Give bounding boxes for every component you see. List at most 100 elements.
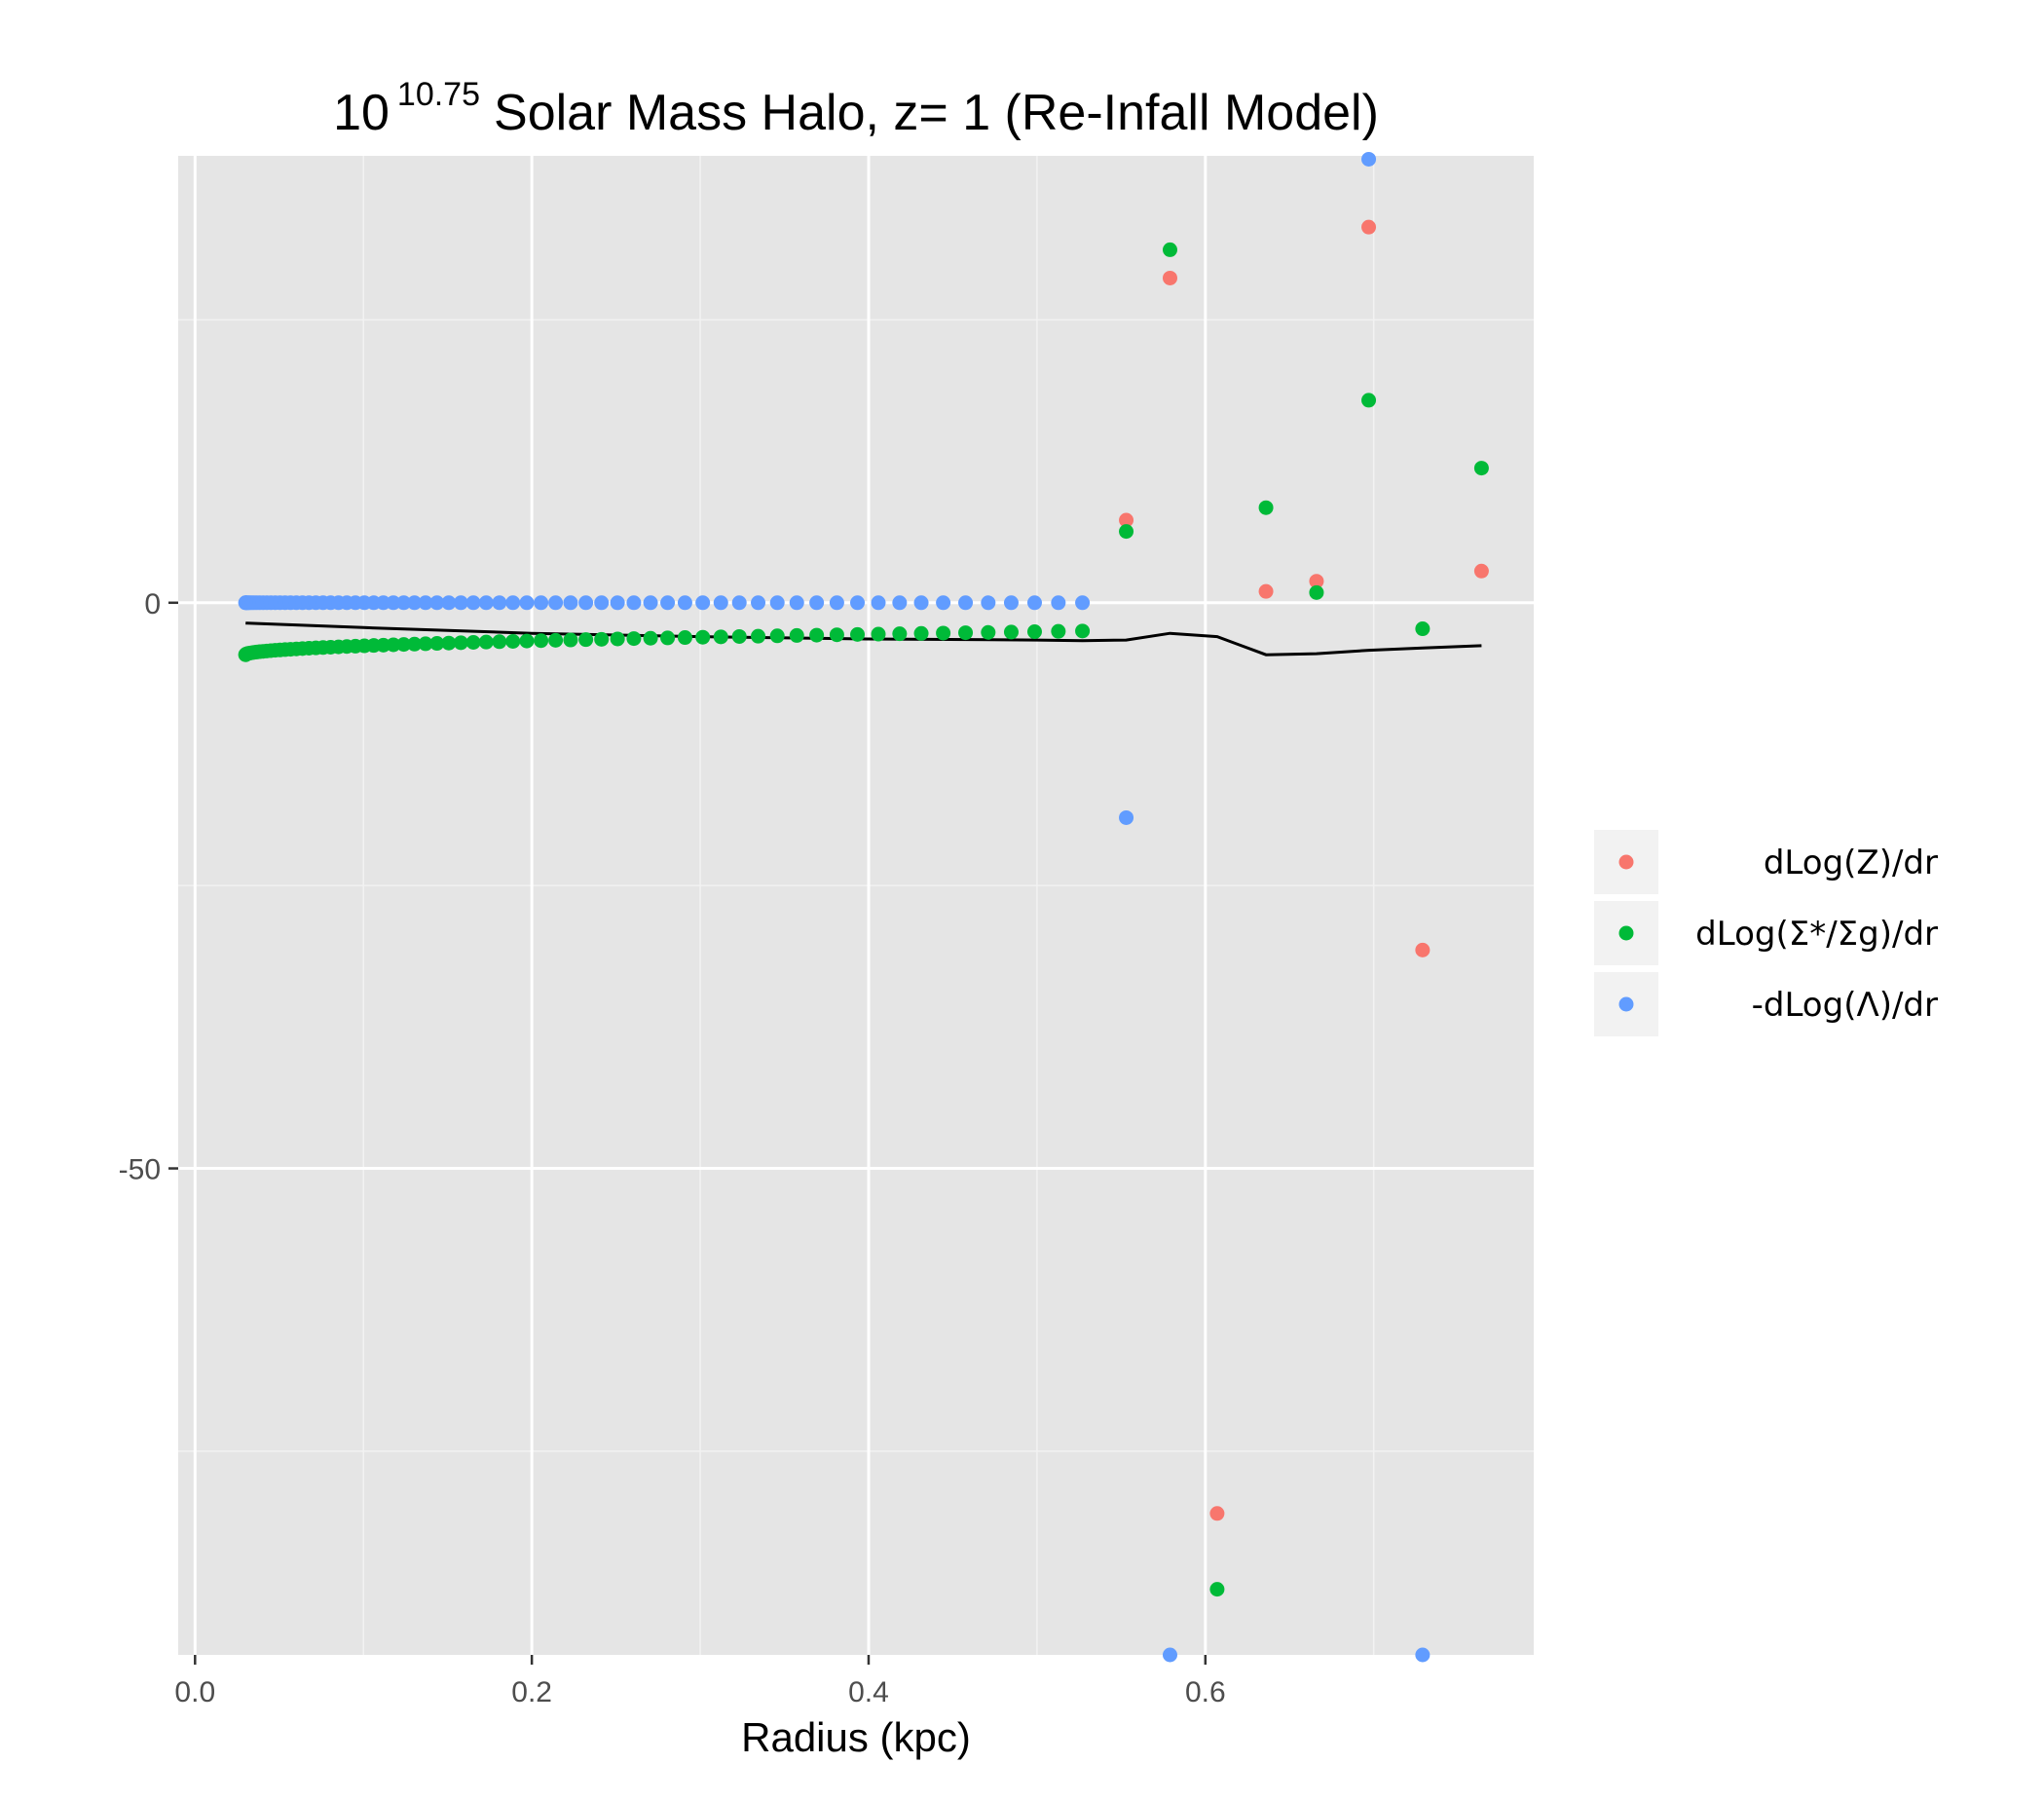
legend-label: dLog(Σ*/Σg)/dr: [1695, 915, 1938, 954]
legend-label: -dLog(Λ)/dr: [1752, 986, 1938, 1025]
chart-title-exponent: 10.75: [397, 76, 480, 113]
point-dlog-sigma-ratio: [1026, 624, 1042, 640]
point-dlog-sigma-ratio: [829, 627, 844, 643]
point-neg-dlog-lambda: [594, 595, 610, 611]
point-dlog-sigma-ratio: [407, 636, 423, 652]
point-neg-dlog-lambda: [1075, 595, 1091, 611]
point-dlog-sigma-ratio: [418, 636, 433, 652]
point-dlog-z: [1119, 512, 1134, 528]
point-dlog-sigma-ratio: [534, 633, 549, 649]
point-dlog-sigma-ratio: [594, 631, 610, 647]
point-neg-dlog-lambda: [936, 595, 951, 611]
point-neg-dlog-lambda: [1415, 1647, 1431, 1663]
point-neg-dlog-lambda: [1026, 595, 1042, 611]
point-neg-dlog-lambda: [829, 595, 844, 611]
point-dlog-sigma-ratio: [643, 630, 658, 646]
point-neg-dlog-lambda: [407, 595, 423, 611]
point-neg-dlog-lambda: [677, 595, 692, 611]
point-dlog-sigma-ratio: [751, 628, 766, 644]
y-tick-label: -50: [119, 1154, 161, 1186]
legend-label: dLog(Z)/dr: [1764, 844, 1938, 882]
data-points: [238, 151, 1489, 1663]
point-neg-dlog-lambda: [1119, 809, 1134, 825]
point-dlog-z: [1309, 574, 1324, 589]
point-dlog-sigma-ratio: [1119, 524, 1134, 540]
point-dlog-sigma-ratio: [677, 630, 692, 646]
point-dlog-sigma-ratio: [1473, 461, 1489, 476]
point-neg-dlog-lambda: [660, 595, 676, 611]
legend-key-point: [1618, 996, 1634, 1012]
point-dlog-sigma-ratio: [695, 629, 711, 645]
point-dlog-sigma-ratio: [913, 625, 929, 641]
point-dlog-sigma-ratio: [492, 634, 507, 650]
point-dlog-sigma-ratio: [1075, 623, 1091, 639]
point-neg-dlog-lambda: [731, 595, 747, 611]
point-neg-dlog-lambda: [626, 595, 642, 611]
point-dlog-sigma-ratio: [610, 631, 625, 647]
point-dlog-sigma-ratio: [871, 626, 886, 642]
point-neg-dlog-lambda: [871, 595, 886, 611]
point-neg-dlog-lambda: [769, 595, 785, 611]
point-neg-dlog-lambda: [534, 595, 549, 611]
point-neg-dlog-lambda: [695, 595, 711, 611]
point-neg-dlog-lambda: [913, 595, 929, 611]
x-axis-title: Radius (kpc): [741, 1714, 971, 1760]
point-dlog-sigma-ratio: [548, 632, 564, 648]
point-dlog-sigma-ratio: [958, 625, 974, 641]
legend-key-point: [1618, 854, 1634, 870]
point-neg-dlog-lambda: [453, 595, 468, 611]
point-dlog-sigma-ratio: [396, 637, 412, 653]
point-dlog-sigma-ratio: [519, 633, 535, 649]
point-dlog-sigma-ratio: [453, 635, 468, 651]
point-dlog-z: [1361, 219, 1377, 235]
point-neg-dlog-lambda: [386, 595, 401, 611]
point-neg-dlog-lambda: [610, 595, 625, 611]
point-neg-dlog-lambda: [465, 595, 481, 611]
point-dlog-sigma-ratio: [1162, 242, 1177, 257]
point-dlog-sigma-ratio: [465, 634, 481, 650]
point-neg-dlog-lambda: [1361, 151, 1377, 167]
point-dlog-sigma-ratio: [769, 628, 785, 644]
point-neg-dlog-lambda: [713, 595, 728, 611]
point-dlog-sigma-ratio: [713, 629, 728, 645]
point-dlog-sigma-ratio: [981, 624, 996, 640]
x-tick-label: 0.0: [174, 1676, 215, 1708]
point-dlog-sigma-ratio: [1209, 1582, 1225, 1597]
point-dlog-sigma-ratio: [386, 637, 401, 653]
point-dlog-sigma-ratio: [936, 625, 951, 641]
point-dlog-sigma-ratio: [578, 632, 594, 648]
point-dlog-sigma-ratio: [660, 630, 676, 646]
point-dlog-sigma-ratio: [1415, 621, 1431, 637]
point-dlog-sigma-ratio: [1361, 393, 1377, 408]
legend: dLog(Z)/dr dLog(Σ*/Σg)/dr -dLog(Λ)/dr: [1592, 828, 1938, 1038]
point-neg-dlog-lambda: [789, 595, 804, 611]
point-neg-dlog-lambda: [505, 595, 521, 611]
point-dlog-sigma-ratio: [429, 636, 445, 652]
point-dlog-z: [1162, 270, 1177, 285]
point-dlog-sigma-ratio: [809, 627, 825, 643]
point-dlog-sigma-ratio: [1258, 500, 1274, 515]
plot-panel: [178, 156, 1534, 1655]
point-neg-dlog-lambda: [751, 595, 766, 611]
point-dlog-sigma-ratio: [789, 627, 804, 643]
point-dlog-sigma-ratio: [441, 635, 457, 651]
point-dlog-sigma-ratio: [626, 631, 642, 647]
point-dlog-sigma-ratio: [1309, 584, 1324, 600]
point-neg-dlog-lambda: [892, 595, 908, 611]
point-neg-dlog-lambda: [376, 595, 391, 611]
chart-title-text: Solar Mass Halo, z= 1 (Re-Infall Model): [494, 85, 1379, 141]
x-tick-label: 0.6: [1185, 1676, 1226, 1708]
chart-title: 10 10.75 Solar Mass Halo, z= 1 (Re-Infal…: [333, 76, 1379, 141]
x-tick-label: 0.4: [848, 1676, 889, 1708]
point-dlog-sigma-ratio: [1003, 624, 1019, 640]
point-neg-dlog-lambda: [548, 595, 564, 611]
point-neg-dlog-lambda: [519, 595, 535, 611]
point-dlog-sigma-ratio: [478, 634, 494, 650]
point-dlog-sigma-ratio: [850, 626, 866, 642]
point-dlog-sigma-ratio: [505, 633, 521, 649]
point-neg-dlog-lambda: [809, 595, 825, 611]
point-neg-dlog-lambda: [1162, 1647, 1177, 1663]
point-neg-dlog-lambda: [418, 595, 433, 611]
point-neg-dlog-lambda: [441, 595, 457, 611]
